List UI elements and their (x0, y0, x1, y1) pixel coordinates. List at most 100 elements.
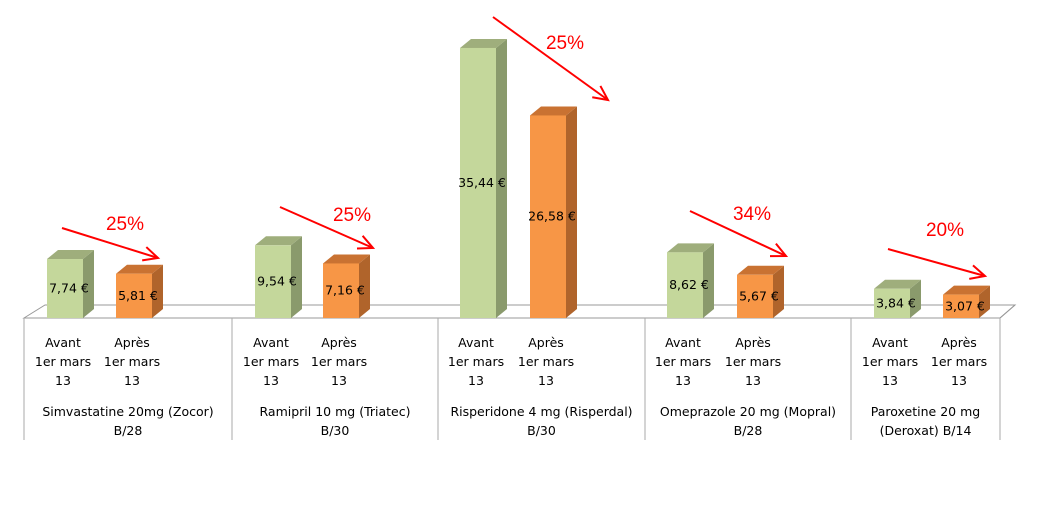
arrow-head-icon (356, 235, 376, 250)
category-label: Paroxetine 20 mg (871, 404, 980, 419)
bar-side (359, 254, 370, 318)
category-label: (Deroxat) B/14 (880, 423, 972, 438)
sub-category-label: Après (941, 335, 977, 350)
data-label: 35,44 € (458, 175, 506, 190)
bar-front (323, 263, 359, 318)
decrease-arrow (689, 210, 787, 257)
bar-front (943, 294, 979, 318)
bar-side (979, 285, 990, 318)
arrow-head-icon (142, 246, 161, 262)
bar-avant: 8,62 € (667, 243, 714, 318)
sub-category-label: 13 (538, 373, 554, 388)
bar-side (496, 38, 507, 318)
sub-category-label: 13 (468, 373, 484, 388)
bar-side (910, 279, 921, 318)
bar-side (291, 236, 302, 318)
sub-category-label: 1er mars (243, 354, 299, 369)
sub-category-label: 13 (882, 373, 898, 388)
sub-category-label: 1er mars (862, 354, 918, 369)
decrease-arrow (61, 227, 159, 259)
data-label: 5,67 € (739, 288, 779, 303)
sub-category-label: 1er mars (311, 354, 367, 369)
sub-category-label: Avant (458, 335, 494, 350)
category-label: Ramipril 10 mg (Triatec) (260, 404, 411, 419)
data-label: 7,74 € (49, 281, 89, 296)
bar-front (667, 252, 703, 318)
sub-category-label: Après (114, 335, 150, 350)
sub-category-label: 1er mars (725, 354, 781, 369)
percent-decrease-label: 25% (106, 214, 144, 235)
sub-category-label: Avant (253, 335, 289, 350)
arrow-head-icon (769, 242, 789, 258)
bar-side (152, 264, 163, 318)
sub-category-label: 1er mars (104, 354, 160, 369)
bar-apres: 26,58 € (528, 106, 577, 318)
bar-front (460, 47, 496, 318)
sub-category-label: Après (528, 335, 564, 350)
sub-category-label: Après (735, 335, 771, 350)
category-label: Simvastatine 20mg (Zocor) (42, 404, 213, 419)
sub-category-label: 13 (675, 373, 691, 388)
bar-front (255, 245, 291, 318)
bar-front (116, 273, 152, 318)
bar-front (530, 115, 566, 318)
sub-category-label: 1er mars (448, 354, 504, 369)
percent-decrease-label: 20% (926, 220, 964, 241)
data-label: 8,62 € (669, 277, 709, 292)
data-label: 26,58 € (528, 209, 576, 224)
sub-category-label: 13 (331, 373, 347, 388)
sub-category-label: Avant (45, 335, 81, 350)
bar-avant: 7,74 € (47, 250, 94, 318)
bar-top (530, 106, 577, 116)
sub-category-label: 13 (263, 373, 279, 388)
arrow-head-icon (592, 85, 610, 102)
chart-floor (22, 304, 1017, 319)
data-label: 3,07 € (945, 298, 985, 313)
sub-category-label: 13 (55, 373, 71, 388)
bar-top (943, 285, 990, 295)
data-label: 5,81 € (118, 288, 158, 303)
sub-category-label: 1er mars (35, 354, 91, 369)
sub-category-label: 13 (124, 373, 140, 388)
bar-avant: 35,44 € (458, 38, 507, 318)
bar-side (83, 250, 94, 318)
percent-decrease-label: 34% (733, 204, 771, 225)
bar-top (255, 236, 302, 246)
bar-front (874, 288, 910, 318)
category-label: B/30 (527, 423, 556, 438)
sub-category-label: Avant (872, 335, 908, 350)
percent-decrease-label: 25% (333, 205, 371, 226)
bar-top (47, 250, 94, 260)
data-label: 3,84 € (876, 295, 916, 310)
bar-apres: 3,07 € (943, 285, 990, 318)
bar-side (703, 243, 714, 318)
decrease-arrow (492, 16, 609, 101)
data-label: 7,16 € (325, 283, 365, 298)
bar-top (737, 265, 784, 275)
bar-apres: 7,16 € (323, 254, 370, 318)
bar-top (874, 279, 921, 289)
sub-category-label: 13 (951, 373, 967, 388)
bar-avant: 3,84 € (874, 279, 921, 318)
decrease-arrow (887, 248, 986, 277)
bar-top (116, 264, 163, 274)
bar-front (737, 274, 773, 318)
bar-avant: 9,54 € (255, 236, 302, 318)
category-label: Risperidone 4 mg (Risperdal) (450, 404, 632, 419)
bar-apres: 5,67 € (737, 265, 784, 318)
bar-top (460, 38, 507, 48)
category-label: Omeprazole 20 mg (Mopral) (660, 404, 836, 419)
percent-decrease-label: 25% (546, 33, 584, 54)
bar-apres: 5,81 € (116, 264, 163, 318)
sub-category-label: Avant (665, 335, 701, 350)
sub-category-label: 1er mars (931, 354, 987, 369)
sub-category-label: Après (321, 335, 357, 350)
category-label: B/30 (321, 423, 350, 438)
sub-category-label: 1er mars (518, 354, 574, 369)
data-label: 9,54 € (257, 274, 297, 289)
bar-top (667, 243, 714, 253)
decrease-arrow (279, 206, 374, 249)
bar-front (47, 259, 83, 318)
bar-top (323, 254, 370, 264)
